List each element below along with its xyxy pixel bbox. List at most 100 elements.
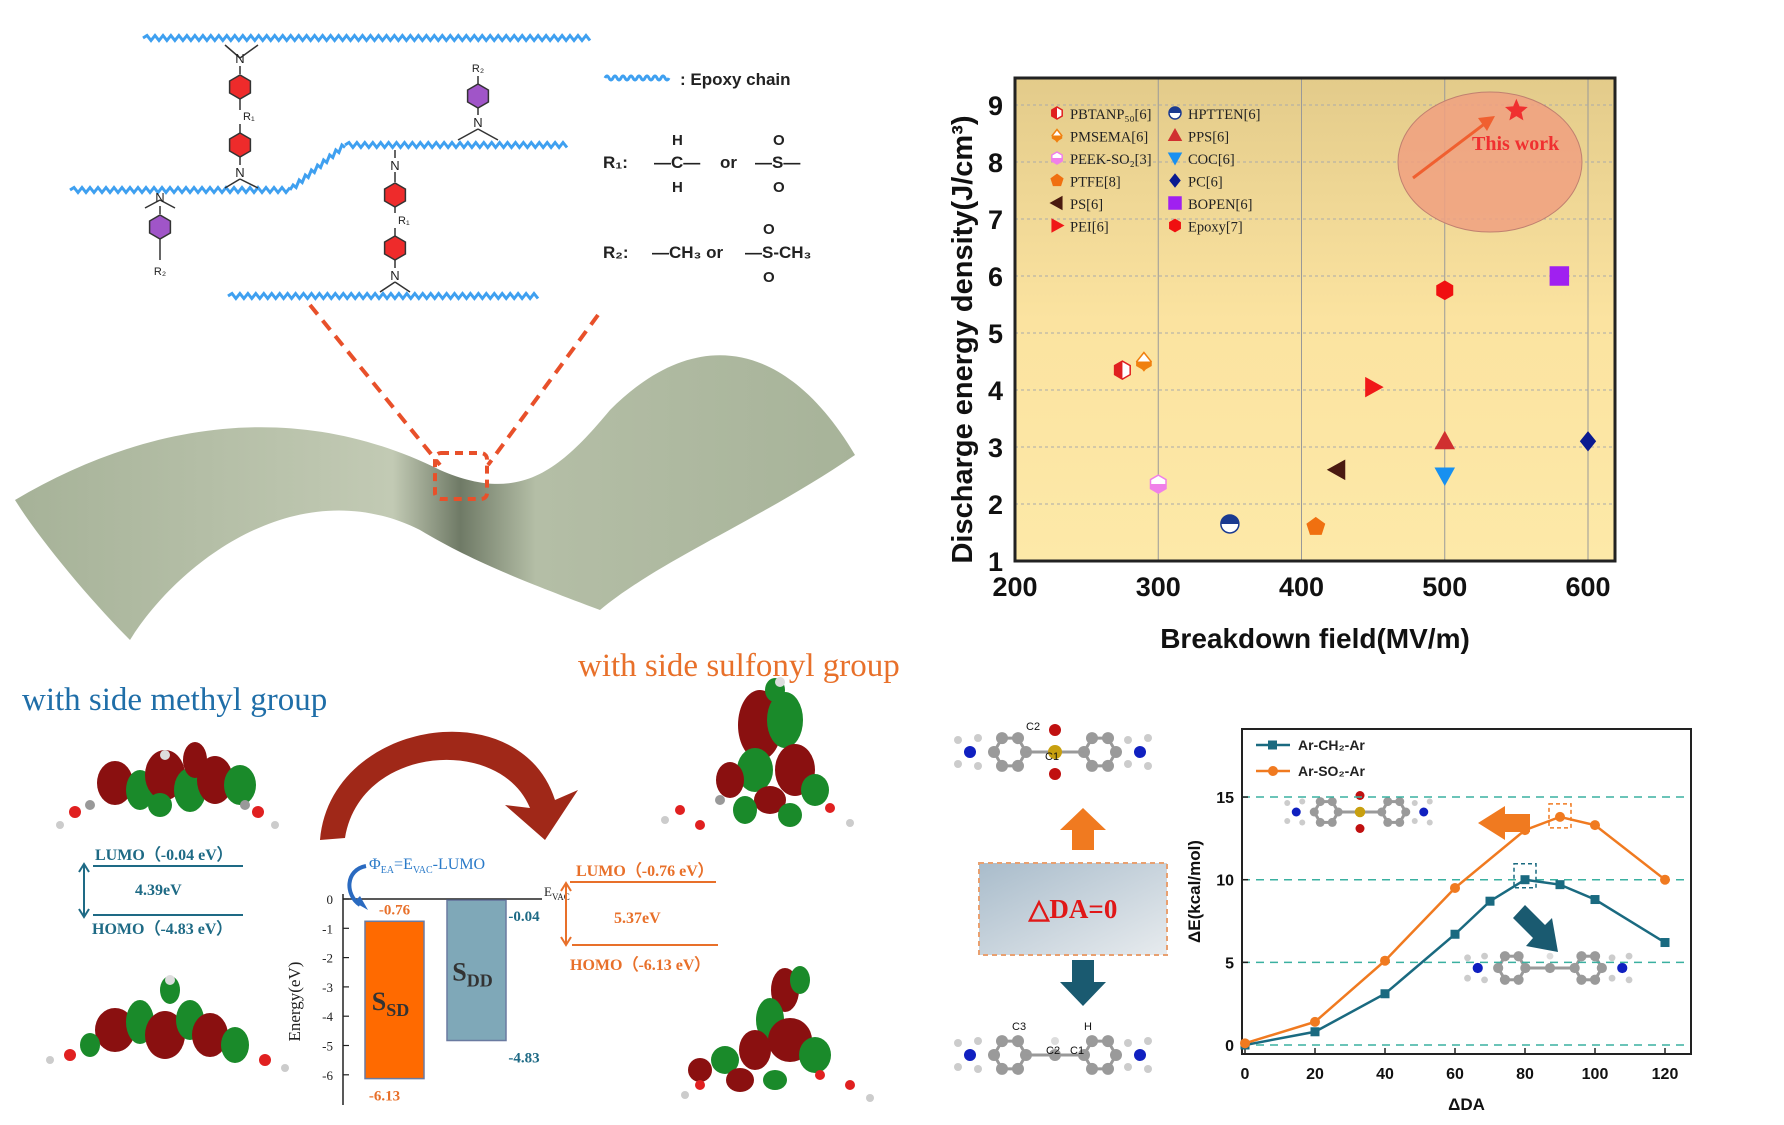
orbital-lobe-positive xyxy=(711,1046,739,1074)
bond xyxy=(457,128,479,141)
bar-bottom-value: -6.13 xyxy=(369,1089,400,1105)
carbon-atom xyxy=(1315,797,1325,807)
r1-o-bottom: O xyxy=(773,179,785,196)
y-tick-label: 9 xyxy=(988,91,1003,121)
atom xyxy=(695,820,705,830)
hydrogen-atom xyxy=(1625,952,1633,960)
legend-marker-fill xyxy=(1051,158,1063,164)
carbon-atom xyxy=(1012,732,1024,745)
orbital-lobe-positive xyxy=(160,976,180,1004)
carbon-atom xyxy=(1596,962,1607,974)
bond xyxy=(394,281,411,293)
highlight-circle xyxy=(1397,91,1583,233)
data-point-half-circle-fill xyxy=(1220,514,1239,524)
benzene-ring xyxy=(466,83,490,109)
orbital-lobe-positive xyxy=(80,1033,100,1057)
orbital-lobe-negative xyxy=(716,762,744,798)
x-tick-label: 200 xyxy=(992,572,1037,602)
hydrogen-atom xyxy=(1546,952,1554,960)
oxygen-atom xyxy=(1049,768,1061,780)
atom xyxy=(85,800,95,810)
nitrogen-atom xyxy=(1617,962,1628,974)
sulfonyl-homo: HOMO（-6.13 eV） xyxy=(570,956,710,974)
r2-o-bottom: O xyxy=(763,269,775,286)
plot-frame xyxy=(1241,728,1692,1055)
atom xyxy=(46,1056,54,1064)
orbital-lobe-negative xyxy=(726,1068,754,1092)
n-atom: N xyxy=(235,165,244,180)
data-point xyxy=(1590,820,1600,831)
orbital-lobe-negative xyxy=(97,761,133,805)
methyl-gap-arrowheads xyxy=(78,862,90,919)
legend-marker xyxy=(1049,195,1063,211)
legend-marker-fill xyxy=(1169,107,1181,113)
data-point xyxy=(1520,875,1530,885)
data-point xyxy=(1590,895,1600,905)
hydrogen-atom xyxy=(1411,818,1418,824)
data-point xyxy=(1485,896,1495,906)
energy-level-diagram: 0-1-2-3-4-5-6Energy(eV)EVACΦEA=EVAC-LUMO… xyxy=(285,856,570,1105)
atom xyxy=(56,821,64,829)
legend-label: PC[6] xyxy=(1188,175,1223,191)
hydrogen-atom xyxy=(1284,800,1291,806)
formula-rest: -LUMO xyxy=(433,856,485,873)
data-point-hexagon xyxy=(1436,280,1454,301)
formula-eq: =E xyxy=(394,856,413,873)
y-tick-label: -4 xyxy=(322,1009,333,1024)
carbon-atom xyxy=(996,1062,1008,1075)
data-point-this-work xyxy=(1505,98,1528,121)
orbital-lobe-negative xyxy=(145,1011,185,1059)
hydrogen-atom xyxy=(974,1037,982,1045)
legend-label: PS[6] xyxy=(1070,197,1103,213)
atom xyxy=(69,806,81,818)
carbon-atom xyxy=(1493,962,1504,974)
orbital-lobe-negative xyxy=(95,1008,135,1052)
evac-label: EVAC xyxy=(544,884,570,902)
bond xyxy=(224,44,241,59)
n-atom: N xyxy=(155,190,164,205)
data-point xyxy=(1310,1016,1320,1027)
data-point-triangle-down xyxy=(1434,467,1456,487)
carbon-atom xyxy=(1086,759,1098,772)
x-axis-label: Breakdown field(MV/m) xyxy=(1160,623,1470,654)
orbital-lobe-positive xyxy=(737,748,773,792)
hydrogen-atom xyxy=(1299,798,1306,805)
n-atom: N xyxy=(473,115,482,130)
epoxy-chain xyxy=(142,33,592,43)
highlight-label: This work xyxy=(1472,133,1560,155)
nitrogen-atom xyxy=(1472,962,1483,974)
legend-label: PPS[6] xyxy=(1188,130,1229,146)
bond xyxy=(477,128,499,141)
r1-sub: R₁ xyxy=(243,111,255,123)
carbon-atom xyxy=(1049,1049,1061,1061)
carbon-atom xyxy=(1589,951,1601,962)
methyl-levels: LUMO（-0.04 eV） 4.39eV HOMO（-4.83 eV） xyxy=(78,846,243,938)
molecule-models xyxy=(954,724,1633,1075)
y-tick-label: 8 xyxy=(988,148,1003,178)
orbital-lobe-positive xyxy=(733,796,757,824)
hydrogen-atom xyxy=(1144,762,1152,770)
oxygen-atom xyxy=(1355,824,1365,833)
carbon-atom xyxy=(1383,817,1393,827)
orbital-lobe-negative xyxy=(192,1013,228,1057)
evac-sub: VAC xyxy=(552,892,570,902)
hydrogen-atom xyxy=(954,760,962,768)
legend-label: Ar-SO₂-Ar xyxy=(1298,763,1365,779)
r1-h-bottom: H xyxy=(672,179,683,196)
x-tick-label: 600 xyxy=(1565,572,1610,602)
oxygen-atom xyxy=(1049,724,1061,736)
carbon-atom xyxy=(1327,817,1337,827)
legend-marker xyxy=(1169,218,1181,233)
atom xyxy=(695,1080,705,1090)
benzene-rings: N R₁ N N R₂ N R₁ N R₂ N xyxy=(144,44,499,293)
y-tick-label: 10 xyxy=(1216,873,1234,890)
y-tick-label: 3 xyxy=(988,433,1003,463)
legend-label: Epoxy[7] xyxy=(1188,220,1243,236)
carbon-atom xyxy=(1102,1062,1114,1075)
data-point-triangle-right xyxy=(1365,376,1384,398)
carbon-atom xyxy=(1102,732,1114,745)
hydrogen-atom xyxy=(954,1039,962,1047)
carbon-atom xyxy=(1110,1049,1122,1061)
x-tick-label: 100 xyxy=(1582,1066,1609,1083)
